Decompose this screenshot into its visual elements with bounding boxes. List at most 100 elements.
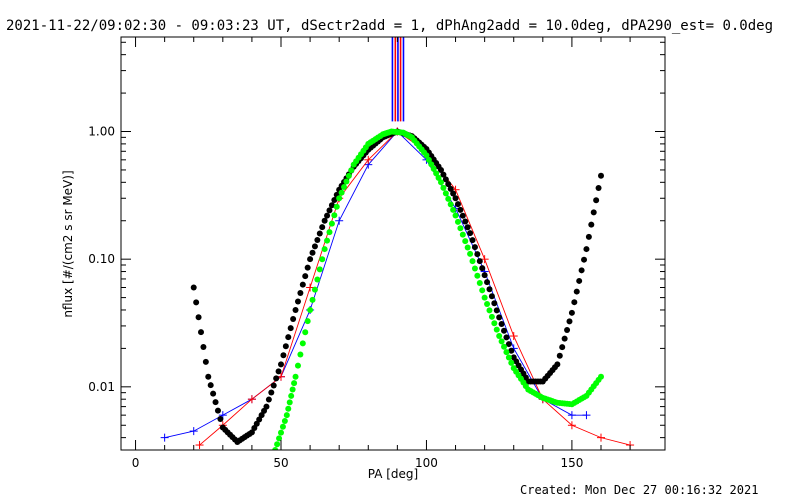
series-dot: [200, 343, 207, 350]
x-tick-label: 50: [273, 456, 288, 470]
series-dot: [336, 195, 343, 202]
series-dot: [348, 167, 355, 174]
series-dot: [326, 229, 333, 236]
series-dot: [564, 326, 571, 333]
series-dot: [481, 294, 488, 301]
series-dot: [598, 373, 604, 380]
series-dot: [289, 386, 296, 393]
series-dot: [464, 224, 471, 231]
series-dot: [217, 416, 224, 423]
series-dot: [566, 318, 573, 325]
series-dot: [496, 333, 503, 340]
x-axis-label: PA [deg]: [368, 467, 418, 481]
series-dot: [307, 306, 314, 313]
series-dot: [435, 174, 442, 181]
series-dot: [440, 171, 447, 178]
x-tick-label: 0: [132, 456, 140, 470]
series-dot: [328, 220, 335, 227]
series-dot: [491, 320, 498, 327]
y-tick-label: 1.00: [88, 125, 115, 139]
series-dot: [488, 293, 495, 300]
series-dot: [493, 307, 500, 314]
series-dot: [505, 341, 512, 348]
data-point: [364, 155, 373, 164]
series-dot: [576, 277, 583, 284]
series-dot: [588, 221, 595, 228]
series-dot: [281, 417, 288, 424]
series-dot: [265, 396, 272, 403]
trace-line: [199, 130, 631, 446]
series-dot: [493, 326, 500, 333]
chart-title: 2021-11-22/09:02:30 - 09:03:23 UT, dSect…: [6, 18, 773, 34]
series-dot: [442, 176, 449, 183]
data-point: [160, 433, 169, 442]
series-dot: [331, 197, 338, 204]
series-dot: [445, 195, 452, 202]
series-dot: [331, 212, 338, 219]
series-dot: [333, 203, 340, 210]
series-dot: [314, 236, 321, 243]
series-dot: [491, 300, 498, 307]
series-dot: [276, 435, 283, 442]
series-dot: [299, 281, 306, 288]
series-dot: [498, 338, 505, 345]
series-dot: [268, 389, 275, 396]
series-dot: [486, 286, 493, 293]
series-dot: [302, 273, 309, 280]
series-dot: [486, 307, 493, 314]
series-dot: [505, 354, 512, 361]
series-dot: [285, 334, 292, 341]
series-dot: [479, 287, 486, 294]
series-dot: [593, 197, 600, 204]
series-dot: [476, 258, 483, 265]
y-tick-label: 0.01: [88, 380, 115, 394]
series-dot: [442, 190, 449, 197]
series-dot: [302, 329, 309, 336]
series-dot: [474, 251, 481, 258]
series-dot: [343, 178, 350, 185]
series-dot: [299, 340, 306, 347]
series-dot: [469, 237, 476, 244]
series-dot: [275, 368, 282, 375]
series-dot: [598, 172, 604, 179]
series-dot: [210, 390, 217, 397]
series-dot: [501, 343, 508, 350]
series-dot: [328, 202, 335, 209]
data-point: [306, 283, 315, 292]
series-dot: [568, 309, 575, 316]
data-point: [189, 427, 198, 436]
series-dot: [193, 299, 200, 306]
data-point: [509, 332, 518, 341]
series-dot: [280, 352, 287, 359]
series-dot: [476, 280, 483, 287]
series-dot: [321, 217, 328, 224]
series-dot: [292, 373, 299, 380]
series-dot: [314, 276, 321, 283]
series-dot: [326, 207, 333, 214]
series-dot: [438, 166, 444, 173]
series-dot: [595, 184, 602, 191]
series-dot: [319, 224, 326, 231]
series-dot: [428, 161, 435, 168]
series-dot: [469, 258, 476, 265]
series-dot: [286, 399, 293, 406]
series-dot: [433, 170, 440, 177]
series-dot: [471, 244, 478, 251]
series-dot: [450, 190, 457, 197]
plot-area: [160, 37, 635, 450]
series-dot: [423, 152, 430, 159]
series-dot: [291, 380, 298, 387]
series-dot: [311, 243, 318, 250]
series-dot: [430, 165, 437, 172]
series-dot: [272, 447, 279, 450]
y-tick-label: 0.10: [88, 252, 115, 266]
series-dot: [503, 349, 510, 356]
data-point: [582, 411, 591, 420]
series-dot: [309, 296, 316, 303]
series-dot: [270, 382, 277, 389]
series-dot: [452, 212, 459, 219]
series-dot: [288, 392, 295, 399]
series-dot: [508, 359, 515, 366]
series-dot: [345, 172, 352, 179]
